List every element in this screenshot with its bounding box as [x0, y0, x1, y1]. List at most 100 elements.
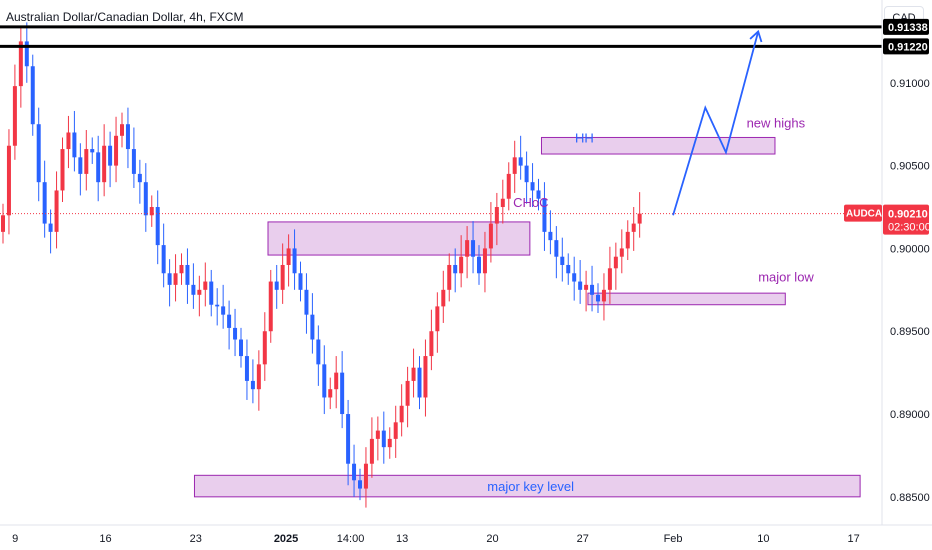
candle-body [572, 273, 577, 282]
candle-body [30, 66, 35, 125]
candle-body [143, 182, 148, 216]
candle-body [363, 463, 368, 489]
candle-body [352, 463, 357, 481]
candle-body [334, 372, 339, 390]
candle-body [96, 152, 101, 183]
candle-body [42, 182, 47, 224]
candle-body [167, 273, 172, 285]
candle-body [578, 281, 583, 290]
candle-body [244, 356, 249, 381]
annotation-label: new highs [747, 116, 806, 131]
candles-layer [1, 22, 642, 508]
candle-body [292, 248, 297, 274]
price-tick-label: 0.91000 [890, 78, 930, 90]
candle-body [203, 281, 208, 290]
time-tick-label: 14:00 [337, 533, 365, 545]
last-price-label: 0.90210 [888, 209, 928, 221]
time-tick-label: 27 [577, 533, 589, 545]
zone-label: major key level [487, 479, 574, 494]
candle-body [435, 306, 440, 332]
zone-rect [587, 292, 786, 306]
annotation-label: HH [575, 130, 594, 145]
candle-body [465, 240, 470, 257]
candle-body [256, 364, 261, 390]
candle-body [381, 430, 386, 448]
candle-body [90, 149, 95, 153]
candle-body [369, 438, 374, 464]
candle-body [268, 281, 273, 332]
zones-layer: major key level [193, 136, 861, 498]
last-price-tag [883, 204, 929, 235]
candle-body [631, 223, 636, 232]
time-tick-label: 9 [12, 533, 18, 545]
key-level-tag-label: 0.91220 [888, 41, 928, 53]
candle-body [84, 149, 89, 174]
candle-body [209, 281, 214, 305]
time-tick-label: 13 [396, 533, 408, 545]
candle-body [298, 273, 303, 290]
candle-body [566, 264, 571, 274]
key-level-tag [883, 38, 929, 55]
candle-body [346, 414, 351, 464]
candle-body [221, 306, 226, 315]
price-tick-label: 0.90000 [890, 243, 930, 255]
candle-body [542, 198, 547, 232]
candle-body [316, 339, 321, 365]
candle-body [185, 264, 190, 285]
candle-body [619, 248, 624, 257]
candle-body [155, 207, 160, 246]
candle-body [590, 284, 595, 295]
candle-body [375, 430, 380, 439]
chart-title: Australian Dollar/Canadian Dollar, 4h, F… [6, 10, 244, 24]
candle-body [524, 165, 529, 183]
candle-body [310, 314, 315, 340]
key-level-tag [883, 18, 929, 35]
candle-body [518, 157, 523, 166]
price-tick-label: 0.90500 [890, 161, 930, 173]
candle-body [459, 256, 464, 274]
candle-body [304, 289, 309, 315]
candle-body [286, 248, 291, 265]
annotation-label: major low [758, 270, 814, 285]
candle-body [179, 264, 184, 274]
price-tick-label: 0.88500 [890, 492, 930, 504]
candle-body [411, 367, 416, 381]
key-level-tag-label: 0.91338 [888, 22, 928, 34]
projection-path [672, 31, 760, 216]
projection-layer [672, 29, 763, 216]
candle-body [584, 284, 589, 290]
candle-body [239, 339, 243, 357]
candle-body [108, 145, 113, 166]
candle-body [322, 364, 327, 398]
price-axis: 0.91000 0.90500 0.90000 0.89500 0.89000 0.885… [844, 0, 931, 525]
candle-body [102, 145, 107, 183]
candle-body [72, 132, 77, 158]
candle-body [393, 422, 398, 439]
time-tick-label: 10 [757, 533, 769, 545]
candle-body [78, 157, 83, 174]
candle-body [215, 304, 220, 307]
candle-body [429, 331, 434, 357]
candle-body [477, 256, 481, 274]
candle-body [607, 268, 612, 290]
symbol-tag-label: AUDCAD [846, 209, 889, 220]
annotations-layer: HH CHoC new highs major low [513, 116, 814, 285]
candle-body [471, 240, 476, 257]
candle-body [36, 124, 41, 183]
candle-body [488, 223, 493, 249]
candle-body [453, 264, 458, 274]
price-tick-label: 0.89000 [890, 409, 930, 421]
time-tick-label: 16 [99, 533, 111, 545]
candle-body [197, 289, 202, 295]
candle-body [60, 149, 65, 191]
candle-body [613, 256, 618, 269]
candle-body [637, 213, 642, 224]
time-tick-label: 2025 [274, 533, 298, 545]
candle-body [149, 207, 154, 216]
candle-body [494, 207, 499, 224]
candle-body [262, 331, 267, 365]
candle-body [227, 314, 232, 328]
horizontal-lines-layer [0, 25, 882, 215]
candle-body [274, 281, 279, 290]
